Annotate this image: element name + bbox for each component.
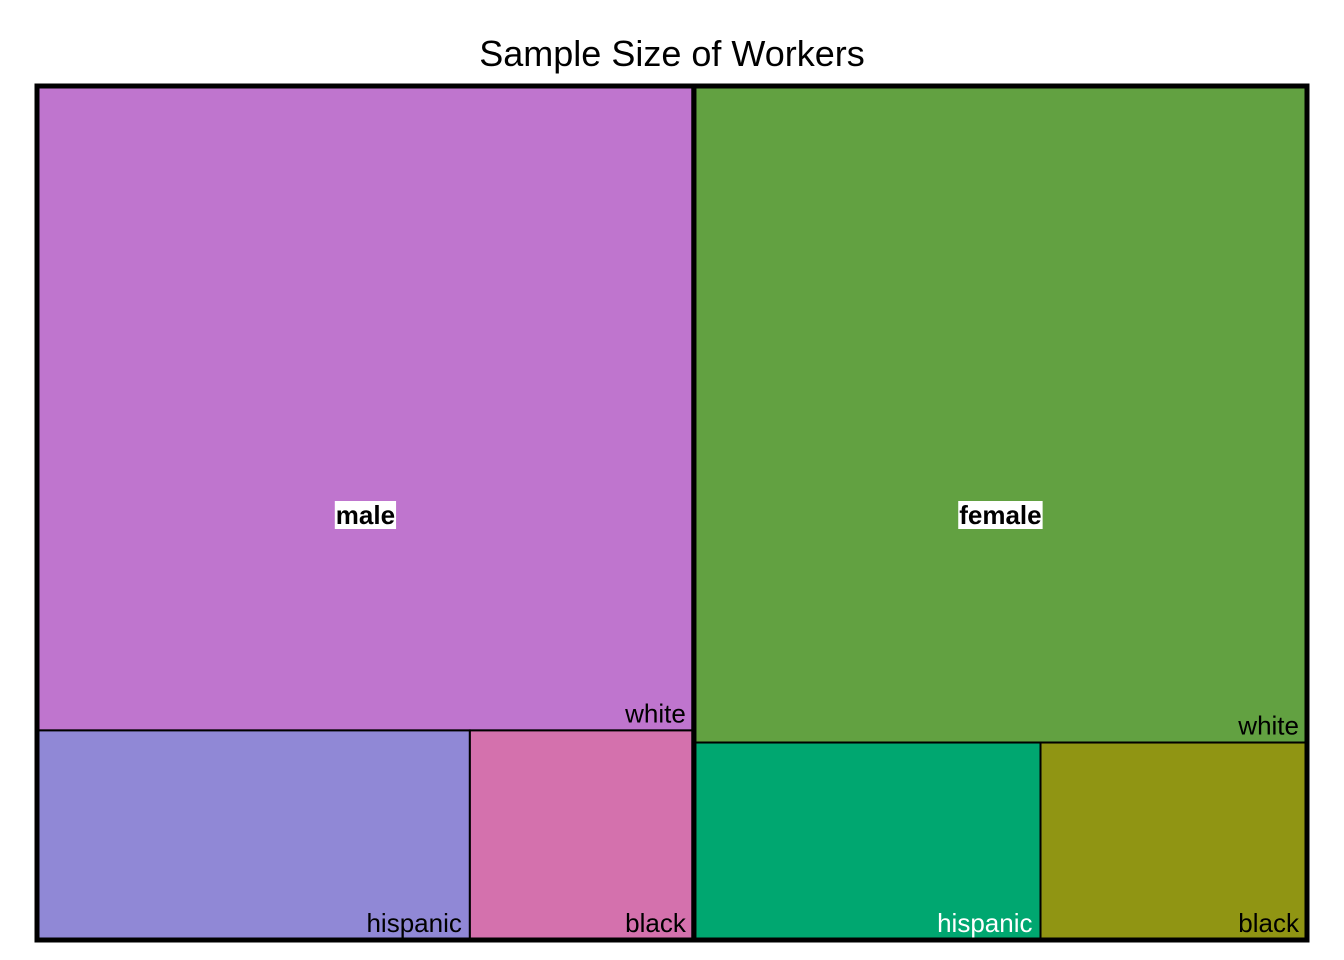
female-group-border [691, 83, 1310, 943]
female-group-label: female [959, 500, 1041, 530]
female-black-tile [1039, 741, 1309, 942]
male-black-label: black [625, 908, 687, 938]
chart-title: Sample Size of Workers [479, 33, 865, 74]
male-white-tile [36, 85, 695, 732]
female-hispanic-label: hispanic [937, 908, 1032, 938]
female-white-label: white [1237, 711, 1299, 741]
male-white-label: white [624, 698, 686, 728]
male-group-label: male [336, 500, 395, 530]
male-black-tile [468, 729, 695, 942]
female-group-label-bg [958, 501, 1043, 529]
male-hispanic-label: hispanic [366, 908, 461, 938]
female-white-tile [692, 85, 1308, 744]
male-group-label-bg [334, 501, 397, 529]
male-hispanic-tile [36, 729, 471, 942]
female-hispanic-tile [692, 741, 1042, 942]
female-black-label: black [1238, 908, 1300, 938]
